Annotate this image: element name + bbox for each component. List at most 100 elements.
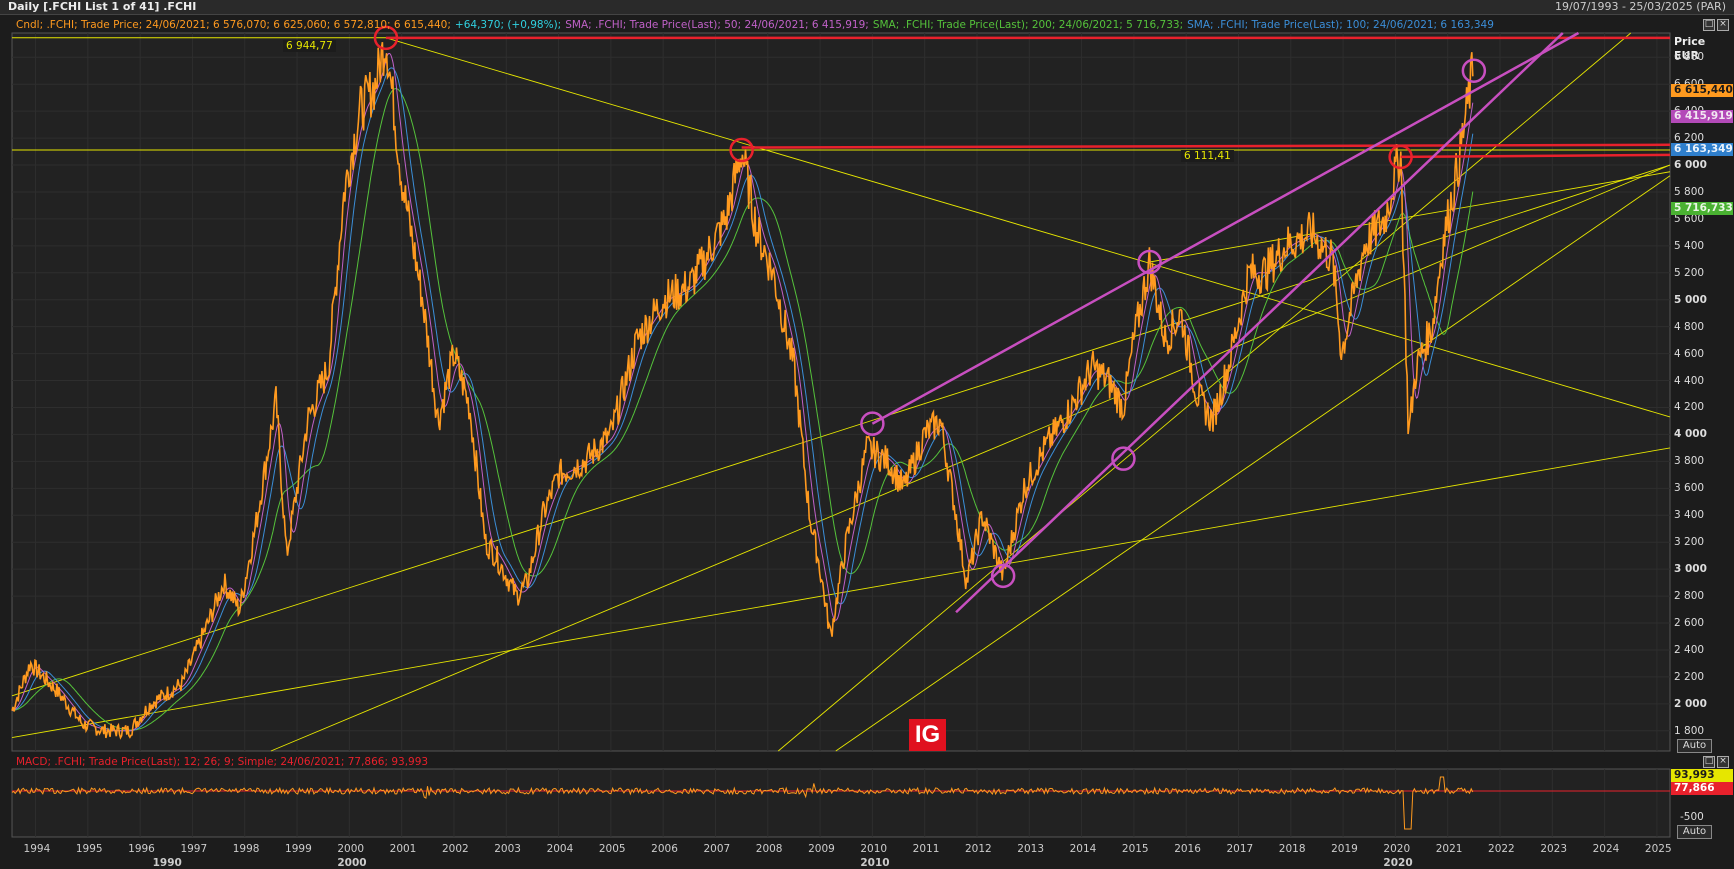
price-tick-label: 3 600	[1674, 482, 1705, 495]
year-tick-label: 2016	[1174, 843, 1201, 855]
year-tick-label: 1994	[23, 843, 51, 855]
year-tick-label: 2018	[1278, 843, 1306, 855]
level-label-6944: 6 944,77	[283, 40, 336, 52]
macd-auto-scale-button[interactable]: Auto	[1677, 825, 1712, 839]
year-tick-label: 2007	[703, 843, 731, 855]
channel-touch-marker	[990, 563, 1016, 589]
trend-line	[835, 175, 1671, 752]
year-tick-label: 2014	[1069, 843, 1097, 855]
title-bar: Daily [.FCHI List 1 of 41] .FCHI 19/07/1…	[0, 0, 1734, 15]
price-tick-label: 4 200	[1674, 401, 1705, 414]
price-auto-scale-button[interactable]: Auto	[1677, 739, 1712, 753]
price-tick-label: 1 800	[1674, 724, 1705, 737]
year-tick-label: 1999	[285, 843, 312, 855]
year-tick-label: 2017	[1226, 843, 1254, 855]
trend-line	[385, 37, 1671, 418]
candle-legend: Cndl; .FCHI; Trade Price; 24/06/2021; 6 …	[16, 19, 451, 31]
sma50-line	[11, 53, 1474, 732]
price-plot-area	[11, 32, 1671, 752]
price-tick-label: 2 200	[1674, 670, 1705, 683]
year-tick-label: 2023	[1540, 843, 1568, 855]
sma200-line	[11, 87, 1474, 731]
year-tick-label: 1995	[75, 843, 103, 855]
year-tick-label: 2005	[598, 843, 626, 855]
year-tick-label: 2012	[964, 843, 992, 855]
decade-tick-label: 2010	[860, 857, 890, 869]
sma200-legend: SMA; .FCHI; Trade Price(Last); 200; 24/0…	[872, 19, 1184, 31]
year-tick-label: 2004	[546, 843, 574, 855]
year-tick-label: 2000	[337, 843, 365, 855]
year-tick-label: 1997	[180, 843, 208, 855]
decade-tick-label: 1990	[152, 857, 182, 869]
price-tick-label: 4 400	[1674, 374, 1705, 387]
resistance-2020	[1400, 153, 1671, 159]
sma100-line	[11, 67, 1474, 732]
close-button[interactable]: ×	[1717, 19, 1729, 31]
trend-line	[1149, 171, 1671, 263]
price-legend: Cndl; .FCHI; Trade Price; 24/06/2021; 6 …	[16, 18, 1498, 32]
high-marker	[1388, 144, 1413, 170]
macd-axis-tick: -500	[1680, 811, 1704, 823]
channel-touch-marker	[1461, 58, 1487, 83]
year-tick-label: 2009	[808, 843, 835, 855]
price-tick-label: 6 000	[1674, 159, 1707, 171]
ig-logo: IG	[909, 719, 946, 751]
high-marker	[729, 137, 754, 163]
last-price-badge: 6 615,440	[1671, 84, 1733, 97]
macd-maximize-button[interactable]: □	[1703, 756, 1715, 768]
price-tick-label: 6 800	[1674, 51, 1705, 64]
price-tick-label: 2 400	[1674, 643, 1705, 656]
price-tick-label: 4 600	[1674, 347, 1705, 360]
price-tick-label: 2 600	[1674, 617, 1705, 630]
trend-line	[11, 447, 1671, 738]
price-tick-label: 3 000	[1674, 563, 1707, 576]
macd-plot-area	[11, 768, 1671, 838]
sma50-badge: 6 415,919	[1671, 110, 1733, 123]
year-tick-label: 2019	[1331, 843, 1358, 855]
price-tick-label: 4 800	[1674, 320, 1705, 333]
year-tick-label: 2013	[1017, 843, 1045, 855]
price-axis-unit: EUR	[1674, 49, 1699, 62]
macd-value-badge: 77,866	[1671, 782, 1733, 795]
year-tick-label: 2006	[651, 843, 678, 855]
year-tick-label: 2001	[389, 843, 417, 855]
sma100-badge: 6 163,349	[1671, 143, 1733, 156]
year-tick-label: 2024	[1592, 843, 1620, 855]
macd-signal-badge: 93,993	[1671, 769, 1733, 782]
price-tick-label: 3 400	[1674, 509, 1705, 522]
year-tick-label: 2020	[1383, 843, 1411, 855]
price-series	[11, 41, 1474, 740]
year-tick-label: 1996	[128, 843, 155, 855]
sma50-legend: SMA; .FCHI; Trade Price(Last); 50; 24/06…	[565, 19, 869, 31]
window-title: Daily [.FCHI List 1 of 41] .FCHI	[8, 0, 197, 13]
price-tick-label: 3 200	[1674, 536, 1705, 549]
resistance-2007	[741, 143, 1671, 149]
macd-legend: MACD; .FCHI; Trade Price(Last); 12; 26; …	[16, 756, 429, 768]
channel-touch-marker	[1111, 446, 1136, 471]
maximize-button[interactable]: □	[1703, 19, 1715, 31]
price-tick-label: 5 600	[1674, 212, 1705, 225]
macd-close-button[interactable]: ×	[1717, 756, 1729, 768]
year-tick-label: 2008	[755, 843, 783, 855]
channel-touch-marker	[860, 411, 885, 436]
price-tick-label: 5 400	[1674, 239, 1705, 252]
price-tick-label: 4 000	[1674, 428, 1707, 441]
year-tick-label: 2022	[1488, 843, 1515, 855]
trend-line	[270, 164, 1671, 752]
year-tick-label: 2011	[912, 843, 940, 855]
year-tick-label: 2002	[441, 843, 469, 855]
sma200-badge: 5 716,733	[1671, 202, 1733, 215]
macd-line	[11, 776, 1474, 830]
price-tick-label: 6 200	[1674, 132, 1705, 145]
decade-tick-label: 2020	[1383, 857, 1413, 869]
decade-tick-label: 2000	[337, 857, 367, 869]
channel-upper-line	[871, 31, 1580, 425]
channel-lower-line	[955, 32, 1564, 614]
trend-line	[777, 32, 1632, 752]
change-legend: +64,370; (+0,98%);	[454, 19, 562, 31]
year-tick-label: 1998	[232, 843, 260, 855]
price-axis-title: Price	[1674, 35, 1706, 48]
price-tick-label: 5 800	[1674, 185, 1705, 198]
